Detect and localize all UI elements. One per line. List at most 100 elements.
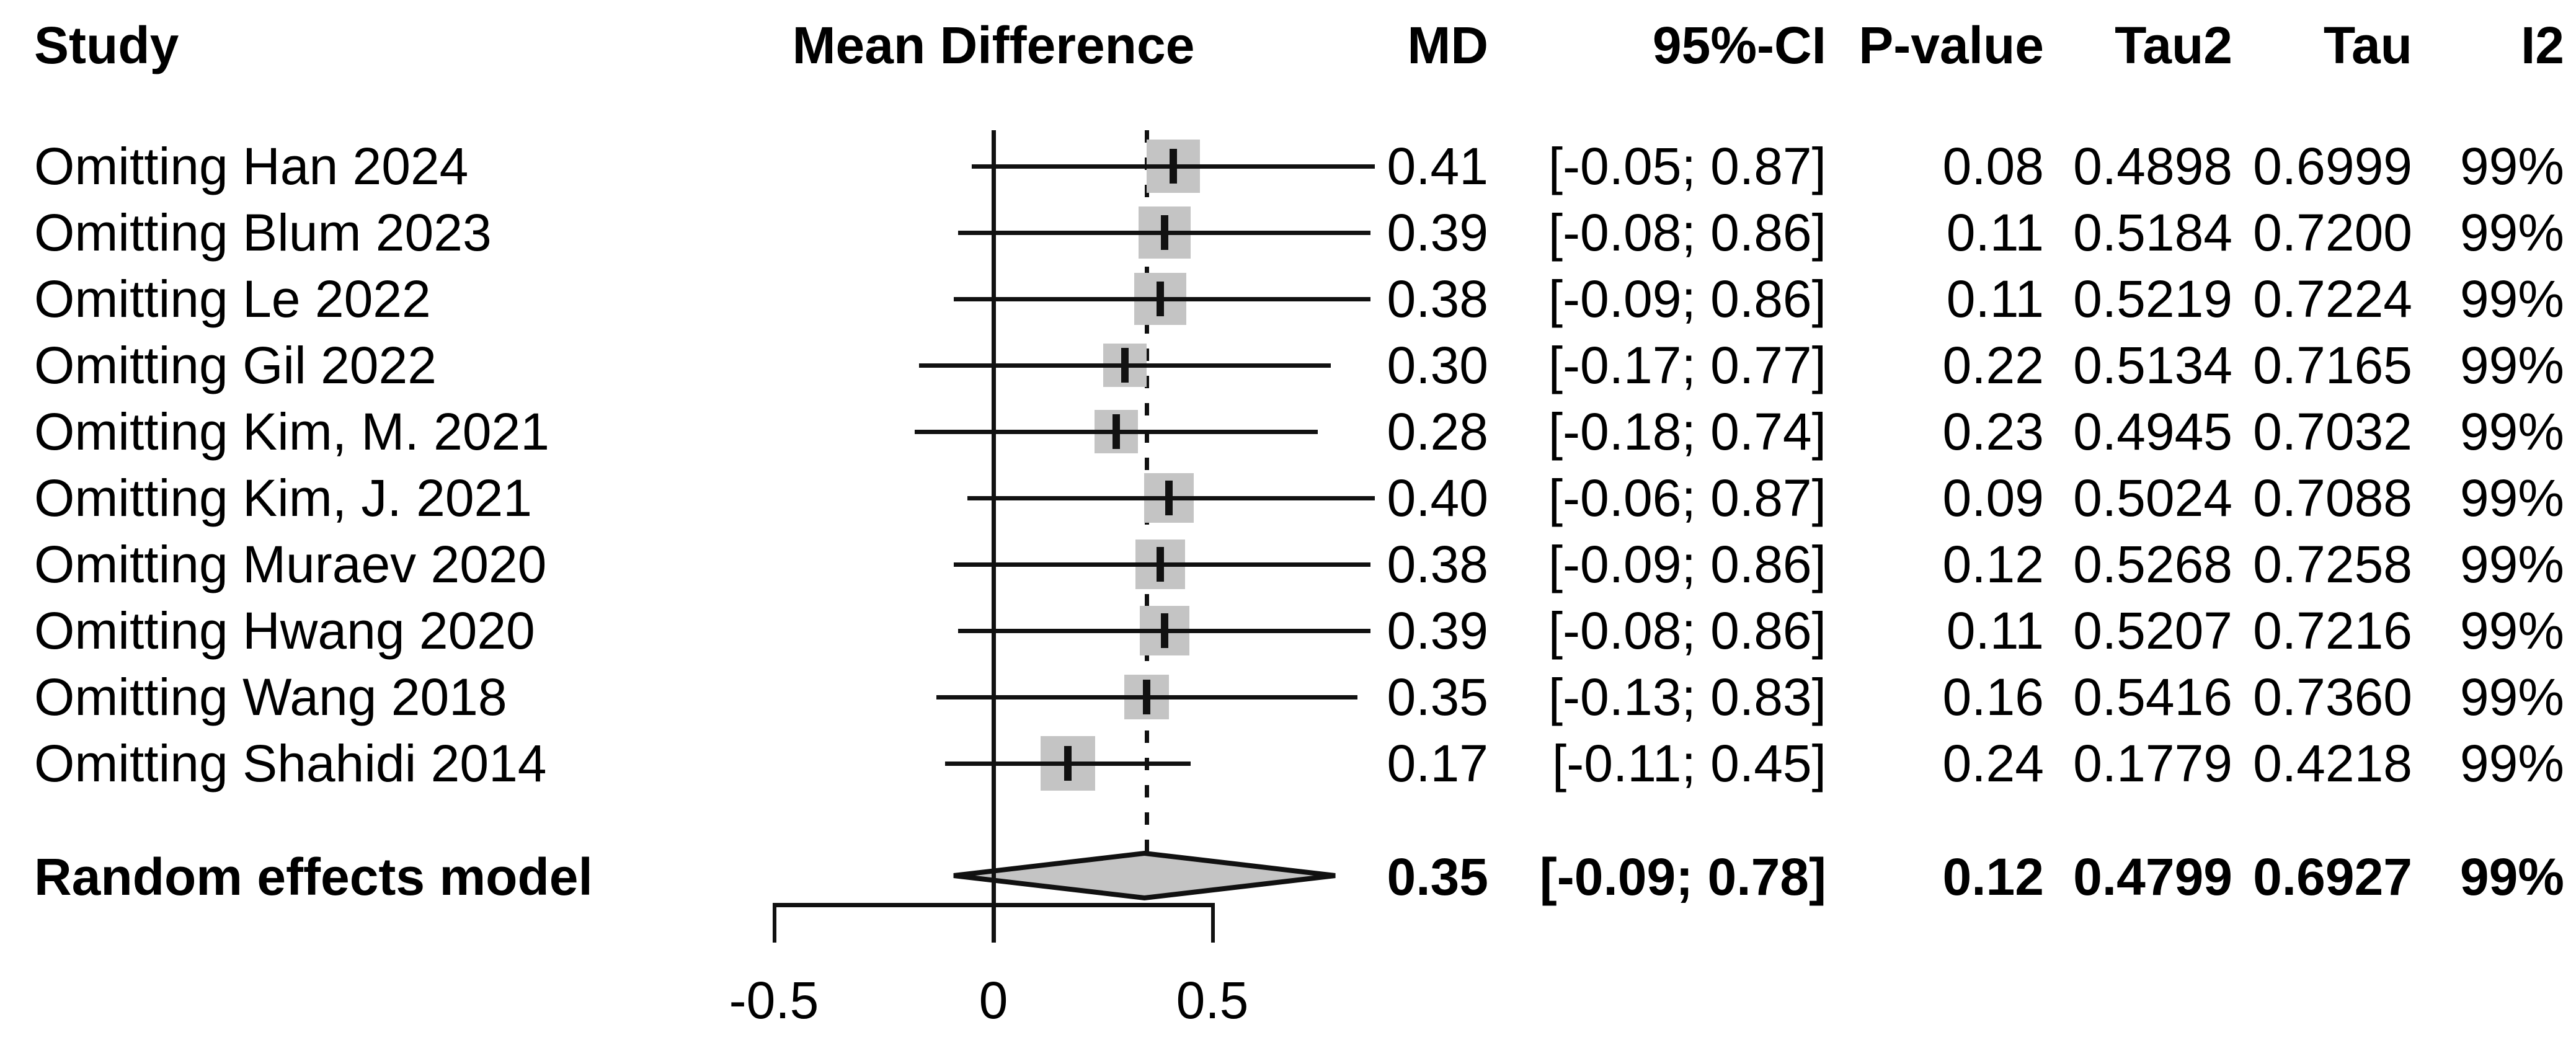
md-value: 0.41 <box>1387 137 1489 195</box>
study-label: Omitting Kim, J. 2021 <box>34 469 532 527</box>
pvalue-value: 0.22 <box>1942 336 2045 394</box>
summary-label: Random effects model <box>34 848 593 906</box>
pvalue-value: 0.11 <box>1946 270 2044 328</box>
tau-value: 0.7360 <box>2253 668 2412 726</box>
i2-value: 99% <box>2459 469 2564 527</box>
pvalue-value: 0.08 <box>1942 137 2045 195</box>
column-header-md: MD <box>1407 16 1488 74</box>
tau2-value: 0.5184 <box>2073 203 2232 262</box>
tau2-value: 0.5416 <box>2073 668 2232 726</box>
square-center-tick <box>1121 348 1129 383</box>
column-header-ci: 95%-CI <box>1652 16 1826 74</box>
column-header-tau: Tau <box>2323 16 2412 74</box>
column-header-i2: I2 <box>2520 16 2564 74</box>
pvalue-value: 0.24 <box>1942 734 2045 793</box>
md-value: 0.38 <box>1387 535 1489 593</box>
study-label: Omitting Wang 2018 <box>34 668 507 726</box>
ci-value: [-0.13; 0.83] <box>1548 668 1826 726</box>
md-value: 0.30 <box>1387 336 1489 394</box>
tau-value: 0.7224 <box>2253 270 2412 328</box>
square-center-tick <box>1156 282 1164 316</box>
study-label: Omitting Han 2024 <box>34 137 469 195</box>
study-label: Omitting Le 2022 <box>34 270 431 328</box>
study-label: Omitting Shahidi 2014 <box>34 734 547 793</box>
tau2-value: 0.1779 <box>2073 734 2232 793</box>
summary-ci-value: [-0.09; 0.78] <box>1539 848 1826 906</box>
ci-value: [-0.05; 0.87] <box>1548 137 1826 195</box>
square-center-tick <box>1112 414 1120 449</box>
square-center-tick <box>1156 547 1164 582</box>
md-value: 0.17 <box>1387 734 1489 793</box>
study-label: Omitting Muraev 2020 <box>34 535 547 593</box>
zero-reference-line <box>991 130 996 943</box>
study-label: Omitting Blum 2023 <box>34 203 492 262</box>
i2-value: 99% <box>2459 336 2564 394</box>
pvalue-value: 0.23 <box>1942 402 2045 461</box>
x-axis-tick <box>1210 903 1215 943</box>
summary-tau2-value: 0.4799 <box>2073 848 2232 906</box>
tau2-value: 0.4945 <box>2073 402 2232 461</box>
tau2-value: 0.4898 <box>2073 137 2232 195</box>
ci-value: [-0.17; 0.77] <box>1548 336 1826 394</box>
pvalue-value: 0.12 <box>1942 535 2045 593</box>
md-value: 0.35 <box>1387 668 1489 726</box>
column-header-study: Study <box>34 16 179 74</box>
square-center-tick <box>1165 481 1173 515</box>
summary-i2-value: 99% <box>2459 848 2564 906</box>
x-tick-label: 0 <box>979 971 1008 1029</box>
ci-value: [-0.18; 0.74] <box>1548 402 1826 461</box>
ci-value: [-0.09; 0.86] <box>1548 270 1826 328</box>
square-center-tick <box>1160 613 1168 648</box>
tau-value: 0.7165 <box>2253 336 2412 394</box>
md-value: 0.40 <box>1387 469 1489 527</box>
summary-tau-value: 0.6927 <box>2253 848 2412 906</box>
tau2-value: 0.5134 <box>2073 336 2232 394</box>
ci-value: [-0.11; 0.45] <box>1552 734 1826 793</box>
x-tick-label: 0.5 <box>1176 971 1249 1029</box>
tau2-value: 0.5219 <box>2073 270 2232 328</box>
md-value: 0.39 <box>1387 602 1489 660</box>
ci-value: [-0.08; 0.86] <box>1548 602 1826 660</box>
pvalue-value: 0.16 <box>1942 668 2045 726</box>
i2-value: 99% <box>2459 203 2564 262</box>
summary-pvalue-value: 0.12 <box>1942 848 2045 906</box>
i2-value: 99% <box>2459 734 2564 793</box>
x-axis-tick <box>772 903 776 943</box>
ci-value: [-0.08; 0.86] <box>1548 203 1826 262</box>
i2-value: 99% <box>2459 668 2564 726</box>
column-header-tau2: Tau2 <box>2115 16 2232 74</box>
tau-value: 0.7216 <box>2253 602 2412 660</box>
md-value: 0.38 <box>1387 270 1489 328</box>
tau-value: 0.4218 <box>2253 734 2412 793</box>
column-header-pvalue: P-value <box>1859 16 2044 74</box>
i2-value: 99% <box>2459 270 2564 328</box>
md-value: 0.39 <box>1387 203 1489 262</box>
pvalue-value: 0.11 <box>1946 203 2044 262</box>
pvalue-value: 0.11 <box>1946 602 2044 660</box>
summary-diamond <box>953 850 1336 901</box>
md-value: 0.28 <box>1387 402 1489 461</box>
tau2-value: 0.5024 <box>2073 469 2232 527</box>
i2-value: 99% <box>2459 602 2564 660</box>
tau-value: 0.7200 <box>2253 203 2412 262</box>
tau2-value: 0.5207 <box>2073 602 2232 660</box>
tau-value: 0.7258 <box>2253 535 2412 593</box>
ci-value: [-0.06; 0.87] <box>1548 469 1826 527</box>
summary-md-value: 0.35 <box>1387 848 1489 906</box>
i2-value: 99% <box>2459 535 2564 593</box>
tau-value: 0.7032 <box>2253 402 2412 461</box>
square-center-tick <box>1064 746 1072 781</box>
ci-value: [-0.09; 0.86] <box>1548 535 1826 593</box>
square-center-tick <box>1169 149 1177 184</box>
column-header-mean-difference: Mean Difference <box>792 16 1195 74</box>
i2-value: 99% <box>2459 402 2564 461</box>
study-label: Omitting Hwang 2020 <box>34 602 535 660</box>
pvalue-value: 0.09 <box>1942 469 2045 527</box>
square-center-tick <box>1160 215 1168 250</box>
tau-value: 0.6999 <box>2253 137 2412 195</box>
square-center-tick <box>1143 680 1151 714</box>
study-label: Omitting Gil 2022 <box>34 336 437 394</box>
x-tick-label: -0.5 <box>729 971 819 1029</box>
